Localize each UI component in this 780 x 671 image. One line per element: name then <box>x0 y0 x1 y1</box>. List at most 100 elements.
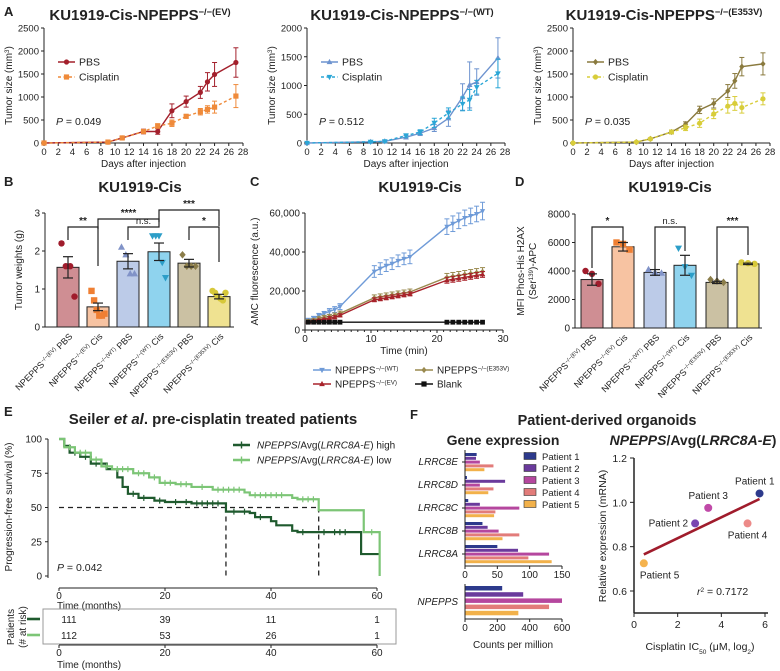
data-point <box>371 269 377 275</box>
survival-line <box>59 437 381 576</box>
data-point <box>687 272 696 280</box>
x-tick-label: 4 <box>70 147 75 158</box>
bracket-line <box>67 226 99 240</box>
x-tick-label: 24 <box>209 147 220 158</box>
legend-label: NPEPPS/Avg(LRRC8A-E) low <box>257 456 392 467</box>
x-tick-label: 4 <box>598 147 603 158</box>
bar <box>465 502 480 506</box>
bar <box>465 529 499 533</box>
category-label: NPEPPS−/−(E353V) Cis <box>690 332 754 396</box>
x-tick-label: 4 <box>333 147 338 158</box>
data-point <box>739 104 745 111</box>
bar <box>705 281 729 329</box>
y-tick-label: 2500 <box>547 24 568 35</box>
data-point <box>332 314 338 320</box>
category-label: NPEPPS−/−(EV) Cis <box>47 331 105 389</box>
legend-marker <box>63 59 70 65</box>
data-point <box>383 263 389 269</box>
text-segment: KU1919-Cis-NPEPPS <box>310 7 459 24</box>
panel-label: D <box>515 174 524 189</box>
chart-title: NPEPPS/Avg(LRRC8A-E) <box>610 432 777 448</box>
x-tick-label: 24 <box>737 147 748 158</box>
x-tick-label: 28 <box>238 147 249 158</box>
significance-label: * <box>606 216 610 227</box>
chart-title: Gene expression <box>447 432 560 448</box>
text-segment: KU1919-Cis <box>98 179 181 196</box>
data-point <box>326 309 333 315</box>
bar <box>465 525 488 529</box>
regression-line <box>643 497 761 556</box>
bracket-line <box>591 226 624 268</box>
data-point <box>474 319 479 325</box>
text-segment: ) low <box>370 456 392 467</box>
category-label: NPEPPS−/−(EV) PBS <box>537 332 598 393</box>
text-segment: 3 <box>533 49 540 53</box>
series-line <box>308 210 483 321</box>
text-segment: −/−(E353V) <box>715 7 763 17</box>
risk-table-box <box>42 608 397 645</box>
data-point <box>444 224 450 230</box>
y-tick-label: 1000 <box>547 93 568 104</box>
r-squared: r2 = 0.7172 <box>697 586 748 598</box>
text-segment: NPEPPS <box>13 359 46 392</box>
significance-label: **** <box>121 208 137 219</box>
x-tick-label: 14 <box>401 147 412 158</box>
x-tick-label: 20 <box>159 648 171 659</box>
gene-group: LRRC8C <box>418 499 520 518</box>
x-tick-label: 600 <box>554 623 571 634</box>
bar <box>465 483 480 487</box>
category-label: NPEPPS−/−(E353V) Cis <box>161 331 225 395</box>
x-tick-label: 60 <box>371 648 383 659</box>
text-segment: PBS <box>702 332 724 354</box>
data-point <box>304 140 310 147</box>
text-segment: NPEPPS <box>600 361 633 394</box>
text-segment: r <box>697 586 701 598</box>
text-segment: NPEPPS <box>257 441 298 452</box>
x-tick-label: 4 <box>718 619 724 631</box>
significance-bracket: *** <box>158 199 220 226</box>
bar <box>177 262 201 328</box>
data-point <box>456 319 462 325</box>
text-segment: Days after injection <box>629 159 714 170</box>
text-segment: NPEPPS <box>656 367 689 400</box>
legend-marker <box>319 380 325 387</box>
x-tick-label: 26 <box>223 147 234 158</box>
series-line <box>306 72 499 144</box>
data-point <box>739 63 745 70</box>
data-point <box>450 276 456 282</box>
data-point <box>644 265 653 273</box>
chart-title: KU1919-Cis-NPEPPS−/−(WT) <box>310 7 493 24</box>
y-tick-label: 1500 <box>281 52 302 63</box>
data-point <box>197 89 203 95</box>
data-point <box>456 275 462 281</box>
survival-curve: NPEPPS/Avg(LRRC8A-E) high <box>59 437 395 558</box>
text-segment: Tumor size (mm <box>267 53 278 125</box>
y-tick-label: 0.8 <box>612 542 627 554</box>
data-point <box>93 306 100 314</box>
y-tick-label: 2 <box>34 247 40 258</box>
data-point <box>371 296 377 302</box>
y-tick-label: 2000 <box>548 295 571 306</box>
bar <box>465 552 550 556</box>
data-point <box>211 71 218 78</box>
data-point <box>473 272 480 278</box>
text-segment: KU1919-Cis <box>378 179 461 196</box>
text-segment: Tumor size (mm <box>4 53 15 125</box>
x-tick-label: 2 <box>584 147 589 158</box>
text-segment: Gene expression <box>447 432 560 448</box>
x-tick-label: 8 <box>361 147 366 158</box>
series <box>41 84 239 146</box>
text-segment: = 0.035 <box>592 116 630 128</box>
y-tick-label: 2000 <box>547 47 568 58</box>
text-segment: NPEPPS <box>335 380 376 391</box>
x-tick-label: 60 <box>371 591 383 602</box>
x-axis-label: Days after injection <box>629 159 714 170</box>
bar <box>465 479 506 483</box>
legend-marker <box>326 74 333 81</box>
y-tick-label: 500 <box>23 116 39 127</box>
y-tick-label: 0.6 <box>612 586 627 598</box>
text-segment: 139 <box>528 269 535 280</box>
x-tick-label: 8 <box>98 147 103 158</box>
text-segment: Tumor weights (g) <box>14 230 25 310</box>
data-point <box>456 218 462 224</box>
